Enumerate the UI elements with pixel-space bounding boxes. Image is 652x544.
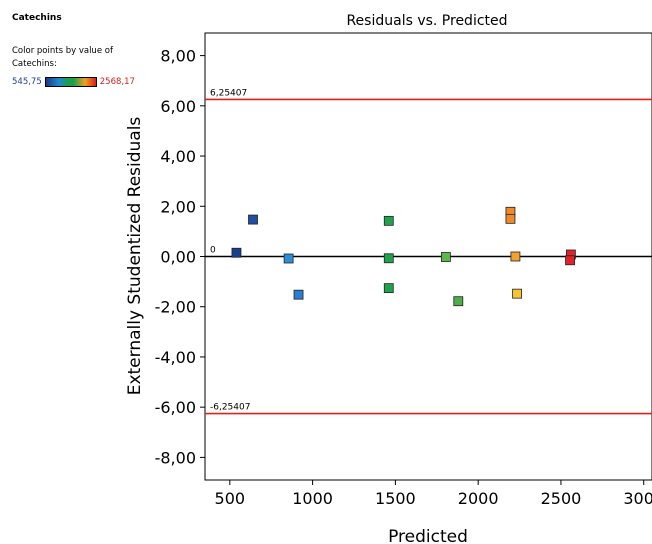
x-tick-label: 3000	[623, 489, 652, 508]
y-tick-label: -8,00	[155, 448, 196, 467]
data-point	[505, 213, 516, 224]
reference-line-label: 0	[210, 246, 216, 256]
x-tick-label: 500	[215, 489, 246, 508]
y-tick-label: 4,00	[160, 147, 196, 166]
y-tick-label: -4,00	[155, 348, 196, 367]
data-point	[512, 288, 522, 299]
data-point	[248, 214, 258, 225]
sidebar-title: Catechins	[12, 13, 62, 23]
y-tick-label: -6,00	[155, 398, 196, 417]
y-axis-title: Externally Studentized Residuals	[125, 117, 145, 396]
x-tick-label: 2500	[541, 489, 582, 508]
data-point	[453, 296, 464, 307]
data-point	[383, 215, 394, 226]
x-tick-label: 1500	[375, 489, 416, 508]
data-point	[565, 255, 575, 266]
color-legend-caption: Color points by value of Catechins:	[12, 46, 113, 69]
legend-gradient-bar	[44, 77, 97, 87]
x-tick-label: 1000	[292, 489, 333, 508]
y-tick-label: 2,00	[160, 197, 196, 216]
data-point	[510, 251, 521, 262]
x-axis-title: Predicted	[388, 527, 468, 544]
chart-title: Residuals vs. Predicted	[346, 13, 507, 29]
y-tick-label: -2,00	[155, 298, 196, 317]
legend-max-value: 2568,17	[99, 77, 135, 87]
color-legend: 545,75 2568,17	[12, 76, 135, 88]
data-point	[383, 253, 394, 264]
y-tick-label: 8,00	[160, 47, 196, 66]
y-tick-label: 6,00	[160, 97, 196, 116]
x-tick-label: 2000	[458, 489, 499, 508]
data-point	[231, 247, 242, 258]
data-point	[293, 289, 304, 300]
reference-line-label: -6,25407	[210, 403, 250, 413]
data-point	[440, 252, 451, 262]
data-point	[383, 283, 394, 294]
reference-line-label: 6,25407	[210, 88, 247, 98]
legend-min-value: 545,75	[12, 77, 42, 87]
y-tick-label: 0,00	[160, 248, 196, 267]
data-point	[283, 253, 294, 264]
